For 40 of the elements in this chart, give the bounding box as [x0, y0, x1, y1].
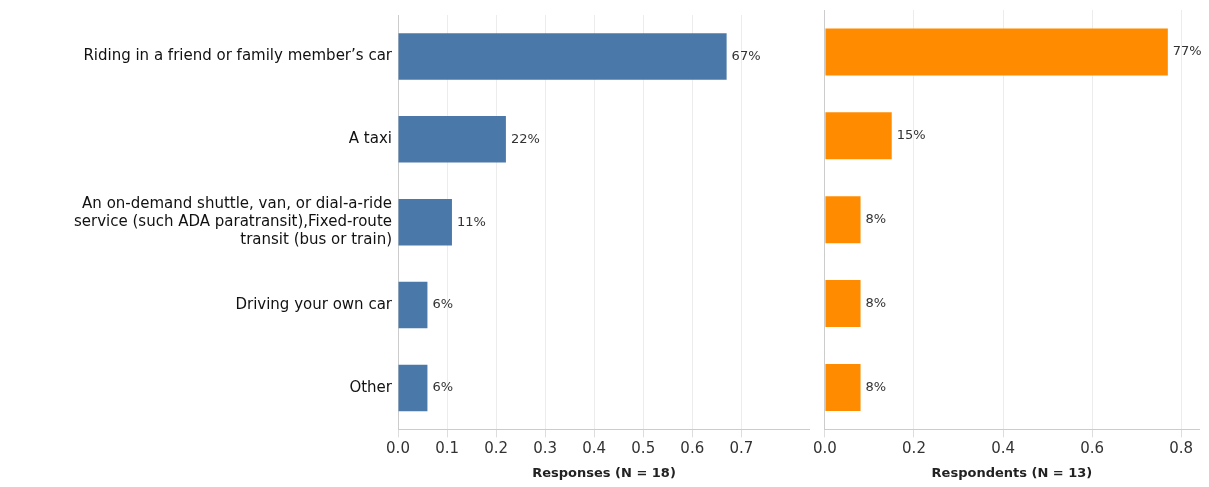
bar [825, 363, 861, 411]
y-tick-label: Riding in a friend or family member’s car [83, 46, 393, 65]
x-tick-label: 0.2 [484, 439, 509, 458]
x-tick-label: 0.5 [631, 439, 656, 458]
bar [825, 196, 861, 244]
data-label: 6% [432, 296, 454, 312]
bar [398, 33, 727, 80]
y-tick-label: An on-demand shuttle, van, or dial-a-ride service (such ADA paratransit),Fixed-route transit (bus or train) [74, 194, 392, 249]
x-tick-label: 0.6 [1080, 439, 1105, 458]
x-axis-title: Responses (N = 18) [532, 464, 676, 480]
bar [825, 28, 1168, 76]
y-tick-label: Driving your own car [235, 294, 393, 313]
data-label: 11% [456, 213, 486, 229]
bar [398, 281, 428, 329]
data-label: 77% [1172, 43, 1202, 59]
x-tick-label: 0.1 [435, 439, 459, 458]
x-tick-label: 0.8 [1169, 439, 1194, 458]
data-label: 6% [432, 379, 454, 395]
bar [398, 116, 506, 163]
x-tick-label: 0.0 [813, 439, 837, 458]
data-label: 22% [510, 130, 540, 146]
x-tick-label: 0.6 [680, 439, 705, 458]
bar [825, 112, 892, 160]
data-label: 8% [865, 211, 887, 227]
y-tick-label: A taxi [348, 129, 392, 148]
y-tick-label: Other [349, 377, 393, 396]
x-tick-label: 0.2 [902, 439, 926, 458]
data-label: 67% [731, 47, 761, 63]
data-label: 8% [865, 294, 887, 310]
data-label: 15% [896, 127, 926, 143]
bar [398, 364, 428, 412]
x-tick-label: 0.4 [991, 439, 1015, 458]
bar [825, 280, 861, 328]
x-tick-label: 0.0 [386, 439, 410, 458]
data-label: 8% [865, 378, 887, 394]
x-tick-label: 0.4 [582, 439, 607, 458]
bar [398, 198, 452, 246]
x-tick-label: 0.7 [729, 439, 754, 458]
x-axis-title: Respondents (N = 13) [931, 464, 1093, 480]
x-tick-label: 0.3 [533, 439, 558, 458]
